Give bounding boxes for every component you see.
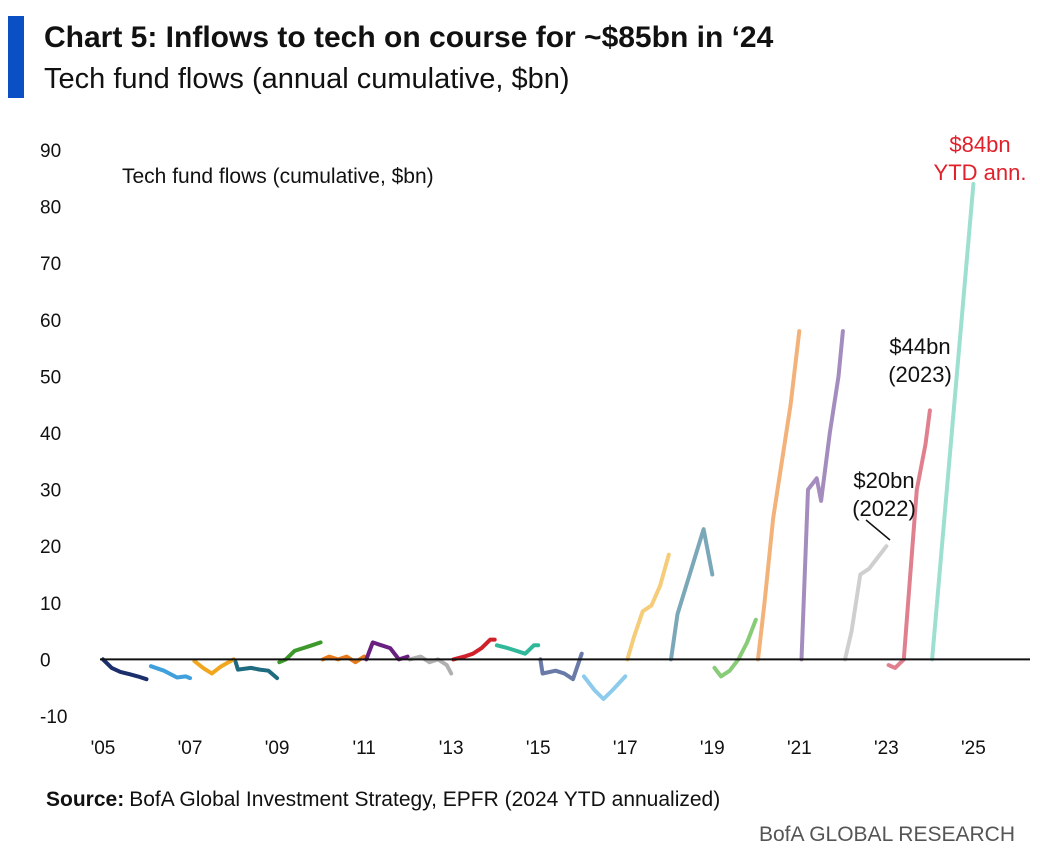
series-line	[407, 654, 454, 676]
series-line	[669, 527, 715, 662]
chart-subtitle: Tech fund flows (annual cumulative, $bn)	[44, 63, 570, 95]
series-line	[148, 664, 192, 681]
x-tick-label: '11	[352, 738, 375, 759]
annotation-arrow	[865, 519, 891, 541]
y-tick-label: 20	[40, 537, 61, 558]
annotation: YTD ann.	[934, 160, 1027, 185]
series-line	[930, 182, 976, 662]
series-line	[712, 617, 758, 679]
y-tick-label: 50	[40, 367, 61, 388]
series-line	[192, 657, 236, 676]
series-line	[233, 660, 280, 681]
title-bar	[8, 16, 24, 98]
series-line	[320, 654, 367, 665]
annotation: $20bn	[853, 468, 914, 493]
x-tick-label: '07	[178, 738, 203, 759]
y-tick-label: 0	[40, 650, 51, 671]
annotation: $84bn	[949, 132, 1010, 157]
x-tick-label: '23	[874, 738, 899, 759]
y-tick-label: 60	[40, 311, 61, 332]
source-text: BofA Global Investment Strategy, EPFR (2…	[129, 788, 720, 811]
series-line	[494, 643, 541, 656]
series-line	[886, 408, 932, 670]
series-line	[799, 329, 845, 662]
series-line	[538, 651, 584, 682]
annotation: (2023)	[888, 362, 952, 387]
x-tick-label: '21	[787, 738, 812, 759]
x-tick-label: '13	[439, 738, 464, 759]
x-tick-label: '05	[91, 738, 116, 759]
series-line	[625, 552, 671, 662]
y-tick-label: 40	[40, 424, 61, 445]
series-line	[843, 544, 889, 662]
source: Source: BofA Global Investment Strategy, …	[46, 788, 720, 811]
source-label: Source:	[46, 788, 124, 811]
x-tick-label: '09	[265, 738, 290, 759]
y-tick-label: 90	[40, 141, 61, 162]
footer: BofA GLOBAL RESEARCH	[759, 823, 1015, 846]
series-line	[756, 329, 802, 662]
series-line	[364, 640, 410, 662]
chart-title: Chart 5: Inflows to tech on course for ~…	[44, 21, 774, 54]
series-line	[581, 674, 628, 701]
x-tick-label: '19	[700, 738, 725, 759]
series-line	[101, 657, 149, 682]
annotation: $44bn	[889, 334, 950, 359]
y-tick-label: 80	[40, 198, 61, 219]
x-tick-label: '25	[961, 738, 986, 759]
annotation: (2022)	[852, 496, 916, 521]
y-tick-label: 10	[40, 594, 61, 615]
y-tick-label: 70	[40, 254, 61, 275]
axis-label: Tech fund flows (cumulative, $bn)	[122, 165, 434, 188]
y-tick-label: 30	[40, 481, 61, 502]
x-tick-label: '15	[526, 738, 551, 759]
series-line	[451, 637, 497, 662]
x-tick-label: '17	[613, 738, 638, 759]
y-tick-label: -10	[40, 707, 67, 728]
